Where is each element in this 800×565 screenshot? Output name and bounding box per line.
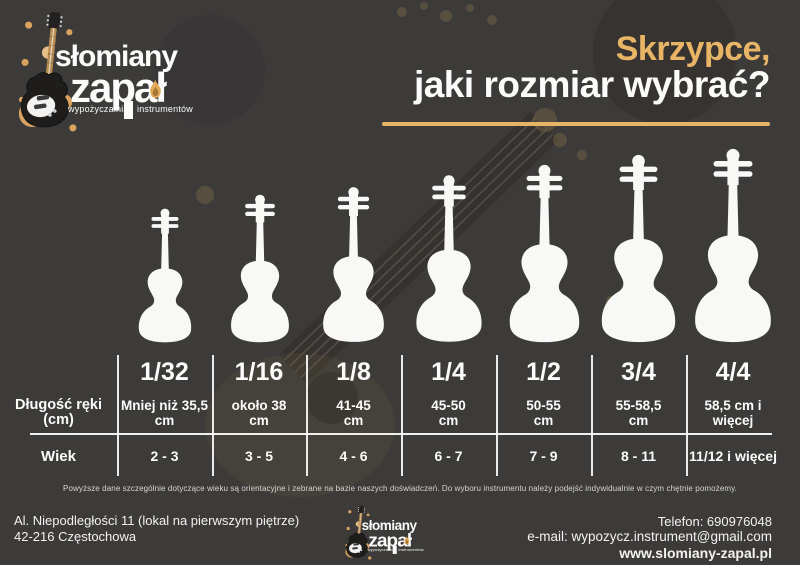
age-value: 8 - 11 [620, 448, 657, 464]
violin-icon-1-8 [320, 186, 387, 343]
logo-name-line1: słomiany [55, 40, 178, 73]
table-divider [686, 355, 688, 476]
age-value: 7 - 9 [529, 448, 558, 464]
size-header: 4/4 [715, 357, 751, 386]
logo-name-line2: zapał [70, 64, 167, 111]
size-header: 1/2 [526, 357, 561, 386]
age-value: 6 - 7 [434, 448, 463, 464]
footer-address-line1: Al. Niepodległości 11 (lokal na pierwszy… [14, 513, 300, 528]
age-row-label: Wiek [41, 447, 76, 465]
table-corner-cell [0, 352, 117, 392]
hand-length-value: 50-55 cm [526, 398, 561, 428]
flame-icon [404, 536, 410, 544]
logo-descender-bar [124, 101, 133, 119]
hand-length-row-label: Długość ręki (cm) [14, 397, 103, 428]
age-value: 11/12 i więcej [689, 448, 777, 464]
violin-icon-4-4 [691, 148, 775, 343]
size-table: 1/32 1/16 1/8 1/4 1/2 3/4 4/4 Długość rę… [0, 352, 780, 478]
violin-icon-1-4 [413, 174, 485, 343]
logo-descender-bar [392, 545, 397, 554]
violin-icon-1-2 [506, 164, 583, 343]
age-value: 3 - 5 [244, 448, 273, 464]
size-header: 1/32 [140, 357, 189, 386]
disclaimer-text: Powyższe dane szczególnie dotyczące wiek… [63, 484, 737, 493]
hand-length-value: 45-50 cm [431, 398, 466, 428]
title-underline [382, 122, 770, 126]
table-divider [117, 355, 119, 476]
violin-icon-3-4 [598, 154, 679, 343]
logo-tagline-word1: wypożyczalnia [367, 547, 395, 552]
hand-length-value: około 38 cm [231, 398, 287, 428]
page-title-line1: Skrzypce, [615, 30, 771, 68]
logo-name-line1: słomiany [361, 518, 417, 534]
table-divider [212, 355, 214, 476]
size-header: 3/4 [621, 357, 656, 386]
footer-website: www.slomiany-zapal.pl [619, 545, 772, 561]
flame-icon [149, 80, 162, 98]
logo-name-line2: zapał [368, 529, 412, 551]
table-divider [306, 355, 308, 476]
hand-length-value: 58,5 cm i więcej [704, 398, 762, 428]
hand-length-value: 55-58,5 cm [615, 398, 662, 428]
hand-length-value: 41-45 cm [336, 398, 371, 428]
table-divider [591, 355, 593, 476]
company-logo: słomiany zapał wypożyczalnia instrumentó… [18, 8, 268, 140]
violin-icon-1-32 [136, 208, 194, 343]
logo-tagline-word1: wypożyczalnia [68, 104, 129, 114]
table-divider [496, 355, 498, 476]
table-divider [401, 355, 403, 476]
logo-tagline-word2: instrumentów [137, 104, 193, 114]
age-value: 2 - 3 [150, 448, 179, 464]
footer-logo: słomiany zapał wypożyczalnia instrumentó… [345, 504, 458, 563]
footer-phone: Telefon: 690976048 [657, 514, 772, 529]
footer-address-line2: 42-216 Częstochowa [14, 529, 137, 544]
page-title-line2: jaki rozmiar wybrać? [413, 64, 771, 105]
logo-tagline-word2: instrumentów [398, 547, 424, 552]
size-header: 1/16 [234, 357, 284, 386]
footer-email: e-mail: wypozycz.instrument@gmail.com [527, 529, 772, 544]
age-value: 4 - 6 [339, 448, 368, 464]
hand-length-value: Mniej niż 35,5 cm [120, 398, 209, 428]
violin-icon-1-16 [228, 194, 292, 343]
size-header: 1/8 [336, 357, 371, 386]
table-row-divider [30, 433, 772, 435]
size-header: 1/4 [431, 357, 466, 386]
